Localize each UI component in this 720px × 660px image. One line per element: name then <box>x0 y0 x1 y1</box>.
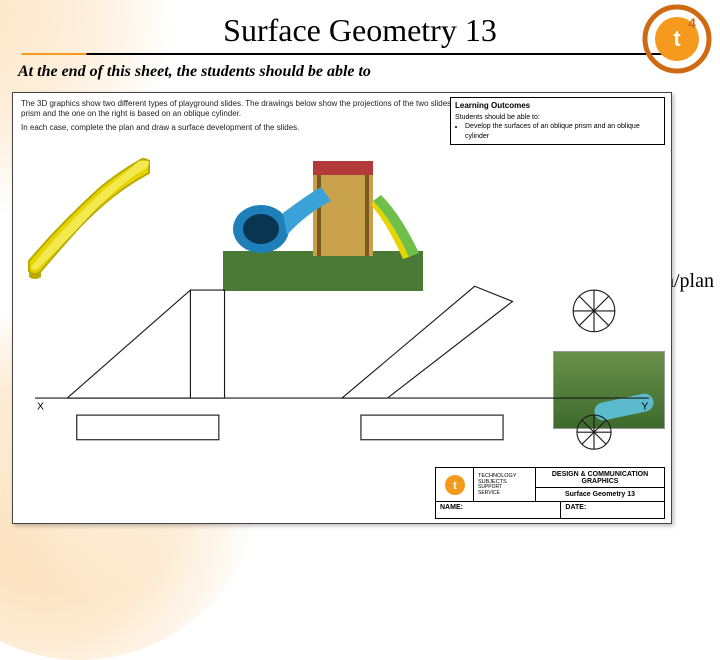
blue-slide-image <box>223 141 423 291</box>
logo-t4: t 4 <box>642 4 712 74</box>
outcomes-bullet: Develop the surfaces of an oblique prism… <box>465 122 660 140</box>
geometry-drawings: X Y <box>13 273 671 453</box>
outcomes-sub: Students should be able to: <box>455 113 660 122</box>
svg-text:t: t <box>453 480 457 492</box>
title-block: t TECHNOLOGY SUBJECTS SUPPORT SERVICE DE… <box>435 467 665 519</box>
title-underline <box>0 53 720 55</box>
date-label: DATE: <box>561 502 664 518</box>
title-block-course: DESIGN & COMMUNICATION GRAPHICS Surface … <box>536 468 664 501</box>
title-block-org: TECHNOLOGY SUBJECTS SUPPORT SERVICE <box>474 468 536 501</box>
outcomes-heading: Learning Outcomes <box>455 101 660 111</box>
axis-x-label: X <box>37 401 44 412</box>
page-title: Surface Geometry 13 <box>0 12 720 49</box>
name-label: NAME: <box>436 502 561 518</box>
page-subtitle: At the end of this sheet, the students s… <box>0 63 720 87</box>
worksheet: The 3D graphics show two different types… <box>12 92 672 524</box>
learning-outcomes-box: Learning Outcomes Students should be abl… <box>450 97 665 145</box>
axis-y-label: Y <box>641 401 648 412</box>
title-block-logo: t <box>436 468 474 501</box>
yellow-slide-image <box>21 153 171 283</box>
svg-text:4: 4 <box>688 15 696 31</box>
svg-text:t: t <box>673 26 681 51</box>
